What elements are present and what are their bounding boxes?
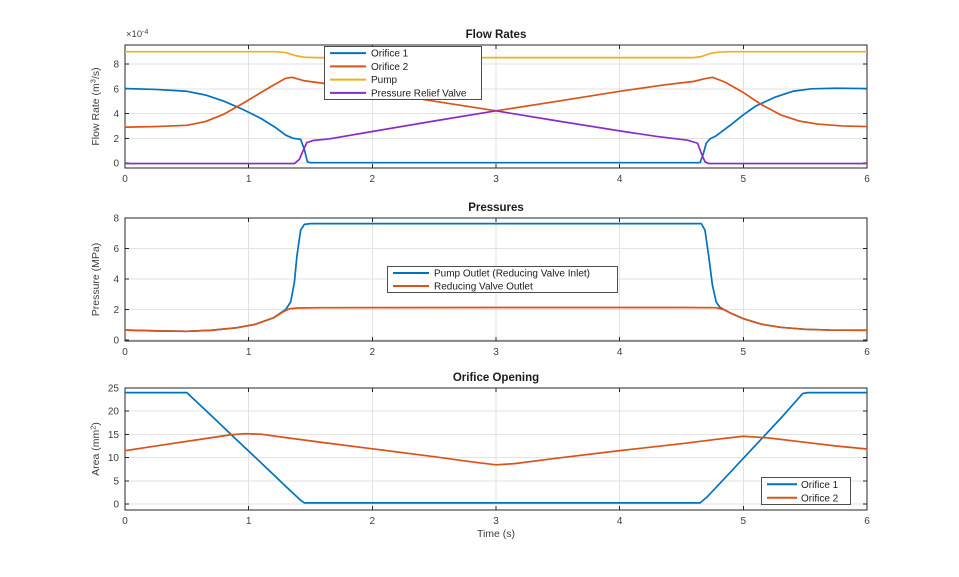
series-pressure-relief-valve [125,109,867,165]
svg-text:Orifice 2: Orifice 2 [801,493,839,504]
y-axis-label: Pressure (MPa) [90,243,102,317]
x-axis-label: Time (s) [477,528,515,540]
legend-item-orifice-1: Orifice 1 [767,480,839,491]
series-orifice-1 [125,391,867,504]
svg-text:0: 0 [122,174,128,185]
legend-item-orifice-1: Orifice 1 [330,49,409,60]
svg-text:4: 4 [617,347,623,358]
legend-item-reducing-valve-outlet: Reducing Valve Outlet [393,282,533,293]
svg-text:25: 25 [108,384,120,395]
chart-title: Pressures [468,202,524,214]
svg-text:10: 10 [108,453,120,464]
tick-marks [124,387,868,510]
y-tick-labels: 0 2 4 6 8 [113,214,119,347]
x-tick-labels: 0 1 2 3 4 5 6 [122,516,870,527]
chart-title: Orifice Opening [453,372,539,384]
series-orifice-1 [124,87,868,164]
x-tick-labels: 0 1 2 3 4 5 6 [122,174,870,185]
svg-text:Pump: Pump [371,75,398,86]
chart-title: Flow Rates [466,29,527,41]
svg-text:4: 4 [617,516,623,527]
series-pump [125,50,867,59]
svg-text:Pump Outlet (Reducing Valve In: Pump Outlet (Reducing Valve Inlet) [434,269,590,280]
svg-text:2: 2 [370,174,376,185]
svg-text:Pressure Relief Valve: Pressure Relief Valve [371,88,467,99]
svg-text:6: 6 [864,516,870,527]
svg-text:2: 2 [370,347,376,358]
svg-text:3: 3 [493,347,499,358]
y-tick-labels: 0 2 4 6 8 [113,60,119,170]
svg-text:2: 2 [113,134,119,145]
legend-item-pump-outlet-reducing-valve-inlet: Pump Outlet (Reducing Valve Inlet) [393,269,590,280]
svg-text:5: 5 [741,516,747,527]
svg-text:2: 2 [370,516,376,527]
y-axis-label: Area (mm2) [89,422,103,476]
chart-pressures: 0 1 2 3 4 5 6 0 2 4 6 8 Pressures Pressure (MPa) Pump … [90,202,870,358]
svg-text:5: 5 [113,476,119,487]
svg-text:5: 5 [741,347,747,358]
series-orifice-2 [124,432,868,466]
legend-item-pressure-relief-valve: Pressure Relief Valve [330,88,467,99]
svg-text:3: 3 [493,174,499,185]
y-tick-labels: 0 5 10 15 20 25 [108,384,120,511]
svg-text:1: 1 [246,174,252,185]
svg-text:0: 0 [122,347,128,358]
svg-text:6: 6 [864,174,870,185]
svg-text:20: 20 [108,407,120,418]
svg-text:5: 5 [741,174,747,185]
svg-text:4: 4 [617,174,623,185]
svg-text:Orifice 1: Orifice 1 [801,480,839,491]
axis-exponent-label: ×10-4 [126,29,148,40]
svg-text:Orifice 1: Orifice 1 [371,49,409,60]
legend: Orifice 1 Orifice 2 [761,477,851,505]
svg-text:4: 4 [113,274,119,285]
svg-text:Orifice 2: Orifice 2 [371,62,409,73]
svg-text:8: 8 [113,214,119,225]
series-group [124,222,868,333]
legend: Orifice 1 Orifice 2 Pump Pressure Relief Va… [324,46,482,100]
svg-text:1: 1 [246,516,252,527]
svg-text:1: 1 [246,347,252,358]
legend-item-orifice-2: Orifice 2 [330,62,409,73]
svg-text:2: 2 [113,305,119,316]
svg-text:8: 8 [113,60,119,71]
series-reducing-valve-outlet [124,306,868,333]
y-axis-label: Flow Rate (m3/s) [89,67,103,145]
svg-text:3: 3 [493,516,499,527]
legend: Pump Outlet (Reducing Valve Inlet) Reduci… [387,266,618,293]
svg-text:6: 6 [113,84,119,95]
chart-orifice-opening: 0 1 2 3 4 5 6 0 5 10 15 20 25 Orifice Opening Area (mm… [89,372,871,540]
series-group [124,50,868,165]
svg-text:Reducing Valve Outlet: Reducing Valve Outlet [434,282,533,293]
tick-marks [124,217,868,341]
series-group [124,391,868,504]
svg-text:0: 0 [113,500,119,511]
chart-flow-rates: 0 1 2 3 4 5 6 0 2 4 6 8 Flow Rates Flow Rate (m3/s) ×1… [89,29,871,185]
svg-text:0: 0 [113,159,119,170]
svg-text:6: 6 [113,244,119,255]
legend-item-pump: Pump [330,75,398,86]
x-tick-labels: 0 1 2 3 4 5 6 [122,347,870,358]
legend-item-orifice-2: Orifice 2 [767,493,839,504]
svg-text:15: 15 [108,430,120,441]
svg-text:4: 4 [113,109,119,120]
svg-text:6: 6 [864,347,870,358]
svg-text:0: 0 [122,516,128,527]
svg-text:0: 0 [113,335,119,346]
